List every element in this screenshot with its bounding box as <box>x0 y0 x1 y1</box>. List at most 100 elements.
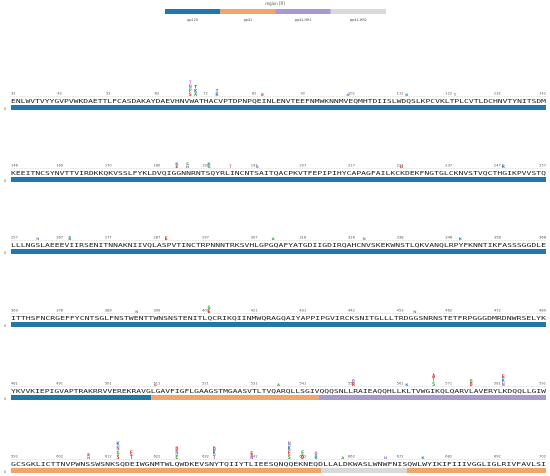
logo-letter: D <box>470 382 473 387</box>
position-tick-label: 146 <box>11 164 19 168</box>
logo-letter: G <box>116 450 119 456</box>
logo-letter: R <box>352 382 355 387</box>
logo-letter: N <box>189 84 192 90</box>
position-tick-label: 62 <box>155 92 160 96</box>
position-tick-label: 52 <box>106 92 111 96</box>
position-tick-label: 602 <box>56 455 63 459</box>
logo-letter: S <box>116 455 119 461</box>
position-tick-label: 581 <box>494 382 501 386</box>
logo-letter: T <box>229 164 232 170</box>
sequence-row: 0 481 491 501 511 521 531 541 551 561 571 581 591 YKV… <box>4 373 547 401</box>
logo-letter: T <box>194 85 197 91</box>
position-tick-label: 399 <box>153 309 161 313</box>
logo-letter: T <box>189 80 192 86</box>
position-tick-label: 132 <box>494 92 501 96</box>
logo-letter: N <box>116 446 119 452</box>
position-tick-label: 180 <box>153 164 161 168</box>
position-tick-label: 531 <box>251 382 258 386</box>
logo-letter: N <box>363 237 366 242</box>
position-tick-label: 642 <box>251 455 258 459</box>
zero-label: 0 <box>4 251 7 255</box>
legend-swatch-gp120 <box>165 9 221 14</box>
zero-label: 0 <box>4 324 7 328</box>
legend-swatch-gp41-hr2 <box>330 9 386 14</box>
logo-letter: N <box>256 165 259 170</box>
position-tick-label: 92 <box>301 92 306 96</box>
position-tick-label: 227 <box>397 164 404 168</box>
residue-sequence: KEEITNCSYNVTTVIRDKKQKVSSLFYKLDVQIGGNNRNT… <box>11 171 547 177</box>
position-tick-label: 442 <box>348 309 355 313</box>
logo-letter: T <box>432 378 435 384</box>
position-tick-label: 421 <box>251 309 258 313</box>
logo-letter: N <box>250 455 253 461</box>
logo-letter: E <box>502 374 505 380</box>
logo-letter: G <box>470 379 473 384</box>
logo-letter: Q <box>314 451 317 457</box>
position-tick-label: 622 <box>153 455 160 459</box>
logo-letter: A <box>194 92 197 98</box>
position-tick-label: 207 <box>299 164 306 168</box>
position-tick-label: 541 <box>299 382 306 386</box>
region-bar-gp41-hr2 <box>321 468 407 473</box>
position-tick-label: 453 <box>397 309 404 313</box>
position-tick-label: 591 <box>539 382 546 386</box>
zero-label: 0 <box>4 107 7 111</box>
legend-title: region [R] <box>265 1 285 6</box>
position-tick-label: 247 <box>494 164 501 168</box>
position-tick-label: 592 <box>11 455 18 459</box>
logo-letter: D <box>175 446 178 452</box>
sequence-row: 0 369 378 389 399 409 421 431 442 453 462 472 480 ITT… <box>4 305 547 328</box>
logo-letter: E <box>165 236 168 242</box>
position-tick-label: 122 <box>445 92 452 96</box>
position-tick-label: 632 <box>202 455 209 459</box>
zero-label: 0 <box>4 179 7 183</box>
logo-letter: N <box>186 165 189 170</box>
position-tick-label: 511 <box>153 382 160 386</box>
logo-letter: E <box>87 453 90 458</box>
logo-letter: T <box>130 455 133 461</box>
logo-letter: S <box>189 92 192 98</box>
legend-label-gp120: gp120 <box>187 18 198 22</box>
position-tick-label: 662 <box>348 455 355 459</box>
residue-sequence: ITTHSFNCRGEFFYCNTSGLFNSTWENTTWNSNSTENITL… <box>11 316 547 322</box>
sequence-row: 0 257 267 277 287 297 307 318 328 338 348 358 368 LLL… <box>4 236 547 256</box>
position-tick-label: 142 <box>539 92 546 96</box>
logo-letter: E <box>207 309 210 315</box>
position-tick-label: 501 <box>105 382 112 386</box>
logo-letter: S <box>432 382 435 388</box>
position-tick-label: 369 <box>11 309 19 313</box>
logo-letter: L <box>154 383 157 388</box>
region-bar-gp120 <box>11 105 546 110</box>
logo-letter: N <box>288 441 291 447</box>
position-tick-label: 237 <box>445 164 452 168</box>
region-legend: region [R] gp120 gp41 gp41-HR1 gp41-HR2 <box>165 1 386 22</box>
position-tick-label: 190 <box>202 164 210 168</box>
logo-letter: K <box>405 383 408 388</box>
logo-letter: D <box>213 446 216 452</box>
logo-letter: N <box>36 237 39 242</box>
region-bar-gp120 <box>11 177 546 182</box>
position-tick-label: 170 <box>105 164 113 168</box>
position-tick-label: 409 <box>202 309 210 313</box>
position-tick-label: 267 <box>56 236 63 240</box>
position-tick-label: 462 <box>445 309 452 313</box>
logo-letter: R <box>314 455 317 461</box>
position-tick-label: 328 <box>348 236 356 240</box>
legend-swatch-gp41 <box>220 9 276 14</box>
logo-letter: K <box>68 238 72 241</box>
position-tick-label: 348 <box>445 236 453 240</box>
logo-letter: D <box>400 165 403 170</box>
logo-letter: N <box>175 451 178 457</box>
logo-letter: N <box>87 456 90 461</box>
position-tick-label: 112 <box>397 92 404 96</box>
region-bar-gp41-hr1 <box>318 395 546 400</box>
position-tick-label: 472 <box>494 309 501 313</box>
position-tick-label: 318 <box>299 236 307 240</box>
logo-letter: K <box>175 162 178 167</box>
region-bar-gp41 <box>406 468 546 473</box>
logo-letter: K <box>215 92 218 97</box>
position-tick-label: 431 <box>299 309 306 313</box>
logo-letter: E <box>130 450 133 456</box>
logo-letter: K <box>194 89 197 95</box>
